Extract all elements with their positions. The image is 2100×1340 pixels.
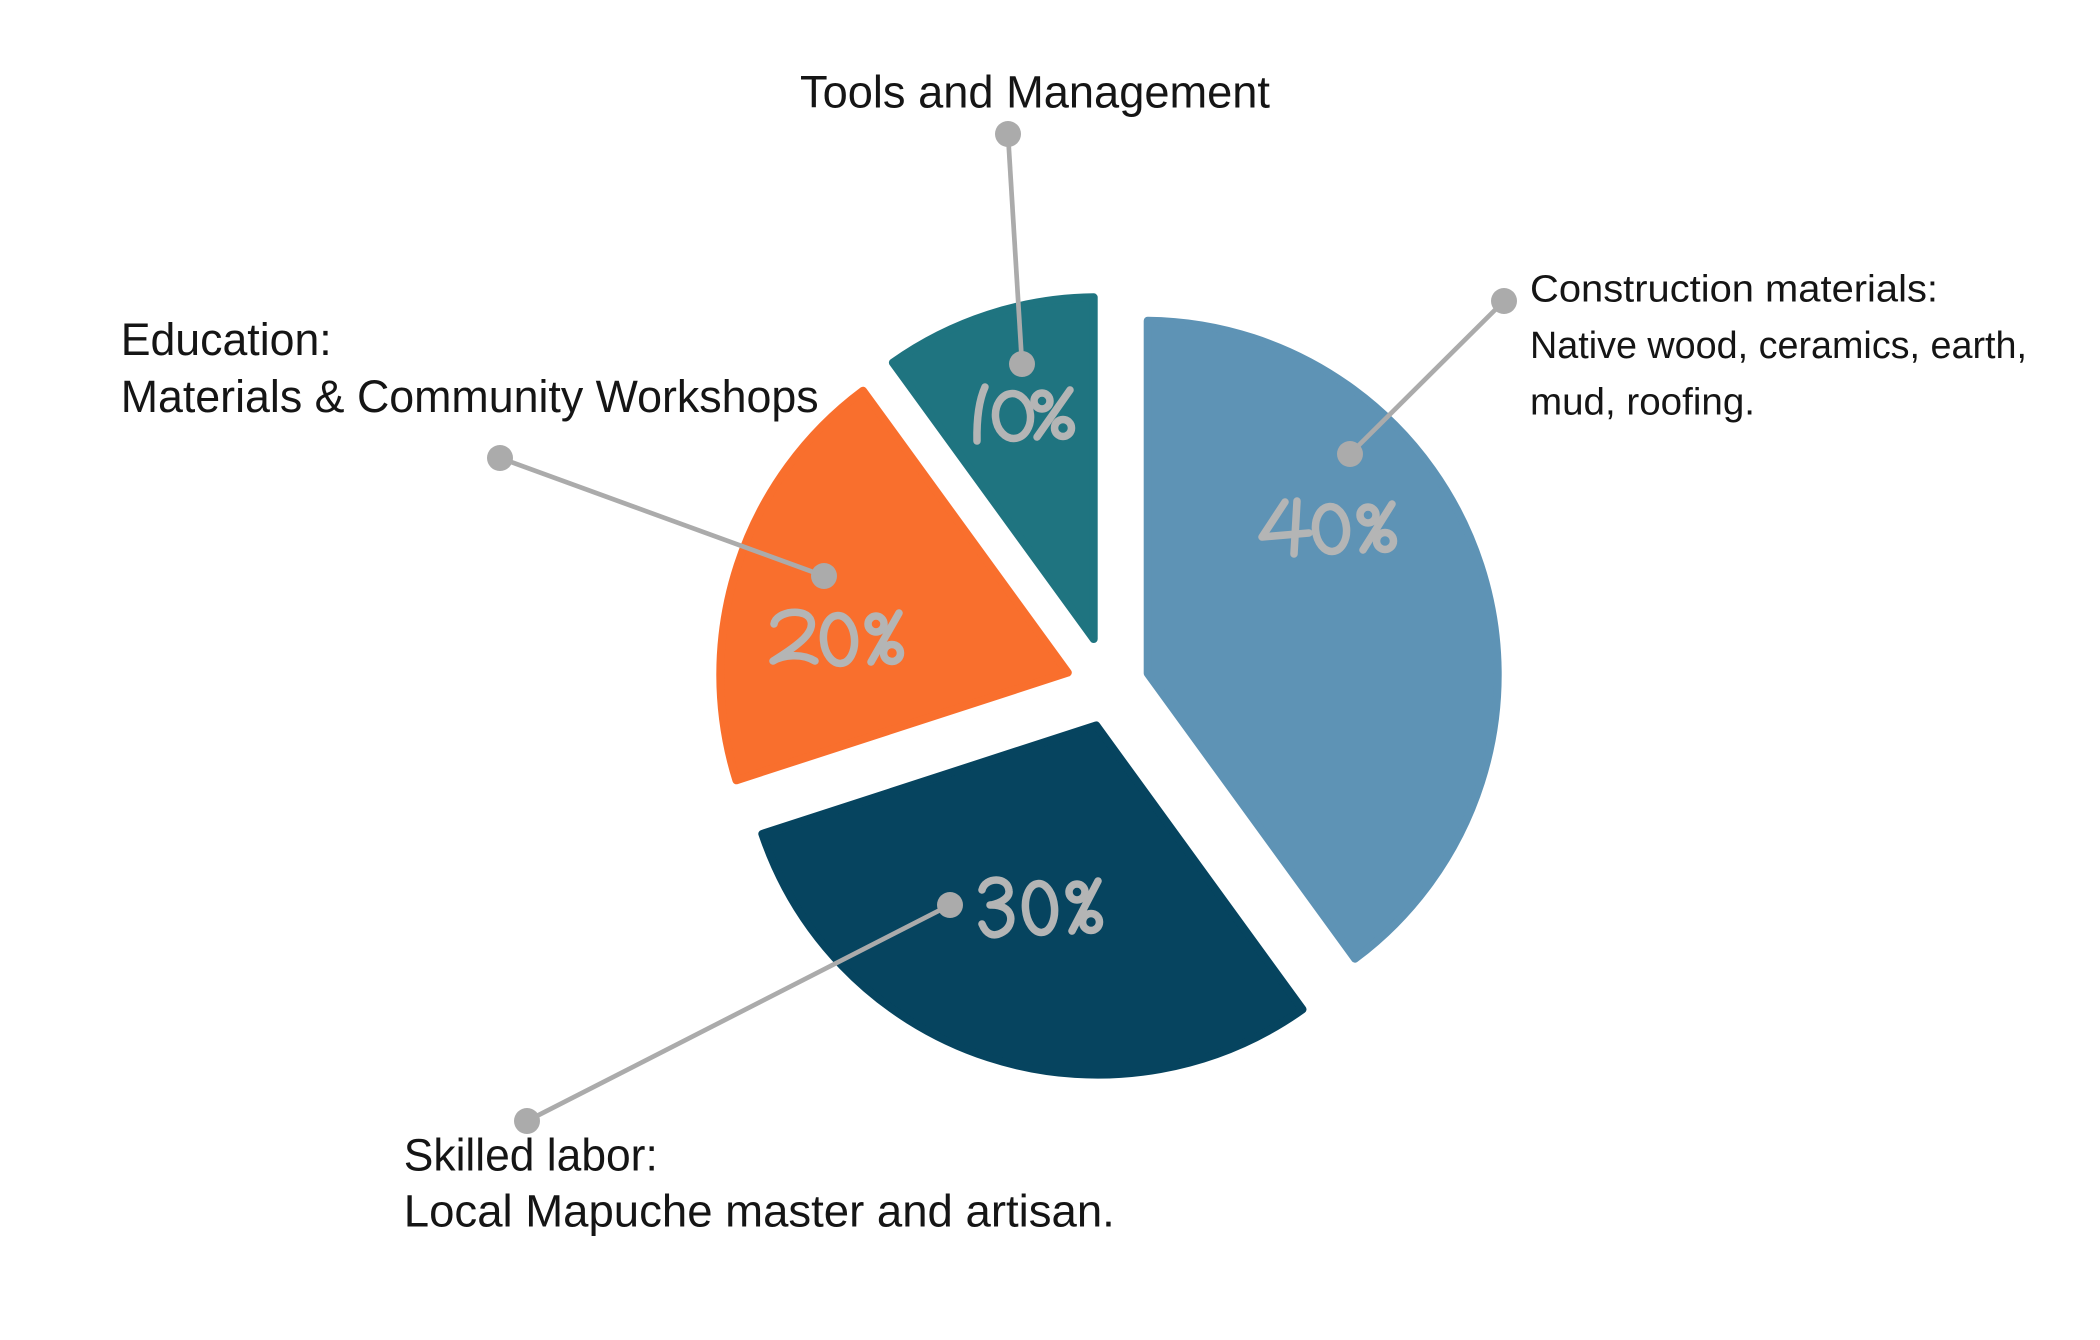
svg-text:Native wood, ceramics, earth,: Native wood, ceramics, earth, [1530, 325, 2027, 367]
svg-text:Construction materials:: Construction materials: [1530, 268, 1938, 310]
svg-text:Skilled labor:: Skilled labor: [404, 1130, 658, 1181]
svg-text:Tools and Management: Tools and Management [800, 66, 1270, 117]
svg-text:Materials & Community Workshop: Materials & Community Workshops [121, 371, 819, 422]
svg-text:mud, roofing.: mud, roofing. [1530, 381, 1755, 423]
svg-text:Education:: Education: [121, 314, 332, 365]
svg-text:Local Mapuche master and artis: Local Mapuche master and artisan. [404, 1186, 1115, 1237]
